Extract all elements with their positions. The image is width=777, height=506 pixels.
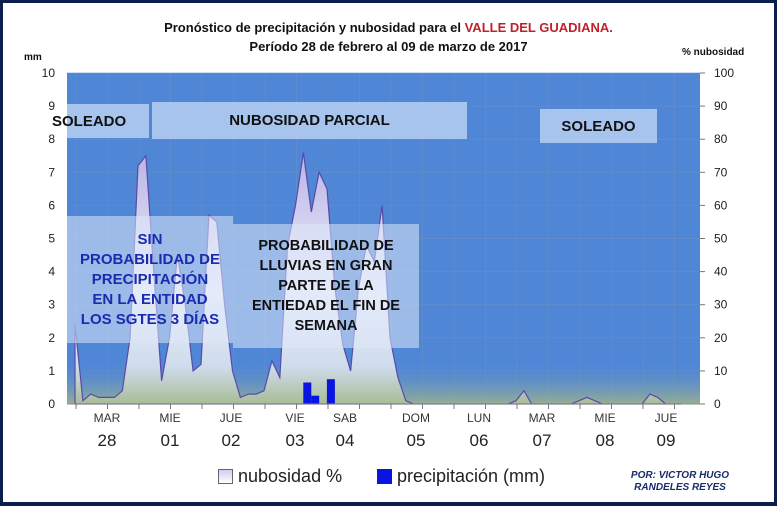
svg-text:40: 40: [714, 265, 728, 279]
note1-line: PROBABILIDAD DE: [79, 250, 220, 268]
svg-text:VIE: VIE: [285, 411, 304, 425]
svg-text:0: 0: [714, 397, 721, 411]
note-weekend-rain: PROBABILIDAD DE LLUVIAS EN GRAN PARTE DE…: [233, 224, 419, 348]
note1-line: PRECIPITACIÓN: [91, 270, 209, 288]
note1-line: SIN: [137, 230, 163, 248]
chart-title: Pronóstico de precipitación y nubosidad …: [0, 20, 777, 35]
note-no-precipitation: SIN PROBABILIDAD DE PRECIPITACIÓN EN LA …: [67, 216, 233, 343]
svg-text:07: 07: [533, 431, 552, 450]
note2-line: ENTIEDAD EL FIN DE: [252, 298, 400, 314]
legend-nubosidad-label: nubosidad %: [238, 466, 343, 486]
svg-text:28: 28: [98, 431, 117, 450]
legend-nubosidad: nubosidad %: [218, 466, 342, 487]
author-line1: POR: VICTOR HUGO: [630, 470, 730, 481]
svg-text:MIE: MIE: [159, 411, 180, 425]
svg-text:05: 05: [407, 431, 426, 450]
author-line2: RANDELES REYES: [634, 482, 726, 493]
chart-subtitle: Período 28 de febrero al 09 de marzo de …: [249, 39, 528, 54]
svg-text:60: 60: [714, 198, 728, 212]
svg-text:JUE: JUE: [220, 411, 243, 425]
svg-text:3: 3: [48, 298, 55, 312]
band-soleado-left: [67, 104, 149, 138]
svg-text:LUN: LUN: [467, 411, 491, 425]
note2-line: PROBABILIDAD DE: [258, 238, 394, 254]
legend-precipitacion-label: precipitación (mm): [397, 466, 546, 486]
note2-line: PARTE DE LA: [278, 278, 374, 294]
right-axis-title: % nubosidad: [682, 47, 745, 58]
precip-swatch-icon: [377, 469, 392, 484]
svg-text:50: 50: [714, 232, 728, 246]
svg-text:0: 0: [48, 397, 55, 411]
svg-text:8: 8: [48, 132, 55, 146]
svg-text:JUE: JUE: [655, 411, 678, 425]
svg-text:10: 10: [714, 364, 728, 378]
svg-text:MAR: MAR: [529, 411, 556, 425]
svg-text:1: 1: [48, 364, 55, 378]
note2-line: SEMANA: [294, 318, 358, 334]
svg-text:6: 6: [48, 198, 55, 212]
svg-text:30: 30: [714, 298, 728, 312]
svg-text:03: 03: [286, 431, 305, 450]
band-soleado-right: SOLEADO: [540, 109, 657, 143]
svg-text:08: 08: [596, 431, 615, 450]
svg-text:100: 100: [714, 66, 734, 80]
svg-text:7: 7: [48, 165, 55, 179]
svg-text:80: 80: [714, 132, 728, 146]
svg-text:90: 90: [714, 99, 728, 113]
svg-text:02: 02: [222, 431, 241, 450]
svg-text:01: 01: [161, 431, 180, 450]
svg-text:70: 70: [714, 165, 728, 179]
note1-line: EN LA ENTIDAD: [92, 290, 208, 308]
author-credit: POR: VICTOR HUGO RANDELES REYES: [610, 470, 750, 494]
band-nubosidad-parcial: NUBOSIDAD PARCIAL: [152, 102, 467, 139]
svg-text:04: 04: [336, 431, 355, 450]
band-soleado-left-label: SOLEADO: [52, 112, 127, 130]
svg-text:MAR: MAR: [94, 411, 121, 425]
title-prefix: Pronóstico de precipitación y nubosidad …: [164, 20, 465, 35]
left-axis-title: mm: [24, 52, 42, 63]
svg-text:09: 09: [657, 431, 676, 450]
svg-text:MIE: MIE: [594, 411, 615, 425]
svg-text:SAB: SAB: [333, 411, 357, 425]
svg-text:20: 20: [714, 331, 728, 345]
svg-text:10: 10: [42, 66, 56, 80]
svg-text:5: 5: [48, 232, 55, 246]
svg-text:2: 2: [48, 331, 55, 345]
legend-precipitacion: precipitación (mm): [377, 466, 545, 487]
svg-text:06: 06: [470, 431, 489, 450]
note1-line: LOS SGTES 3 DÍAS: [80, 310, 220, 328]
svg-text:4: 4: [48, 265, 55, 279]
nubosidad-swatch-icon: [218, 469, 233, 484]
title-highlight: VALLE DEL GUADIANA.: [464, 20, 613, 35]
svg-text:DOM: DOM: [402, 411, 430, 425]
svg-text:9: 9: [48, 99, 55, 113]
note2-line: LLUVIAS EN GRAN: [259, 258, 393, 274]
